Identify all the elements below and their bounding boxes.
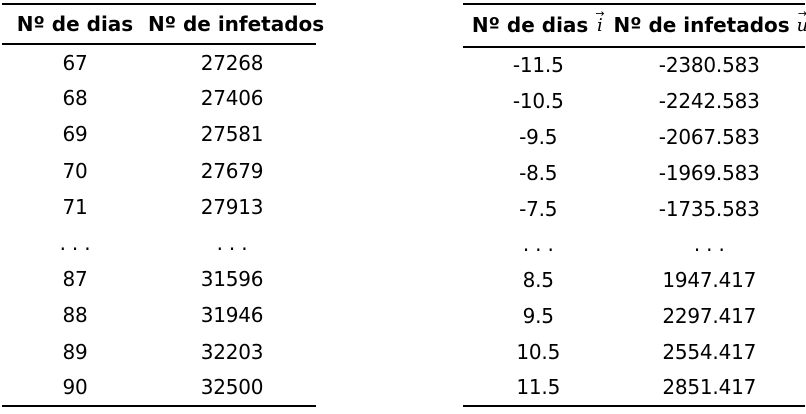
table-row: . . . . . . bbox=[2, 225, 316, 261]
table-cell: -11.5 bbox=[512, 53, 564, 78]
table-cell: 70 bbox=[62, 158, 88, 183]
table-row: -10.5 -2242.583 bbox=[463, 83, 805, 119]
table-cell: 27406 bbox=[200, 86, 264, 111]
table-cell: -1969.583 bbox=[658, 160, 760, 185]
table-cell: 31946 bbox=[200, 303, 264, 328]
table-row: . . . . . . bbox=[463, 226, 805, 262]
table-cell: 27581 bbox=[200, 122, 264, 147]
table-row: 89 32203 bbox=[2, 334, 316, 370]
table-cell: 87 bbox=[62, 267, 88, 292]
table-row: 9.5 2297.417 bbox=[463, 298, 805, 334]
table-cell: 71 bbox=[62, 194, 88, 219]
table-row: 68 27406 bbox=[2, 80, 316, 116]
table-cell: -2067.583 bbox=[658, 124, 760, 149]
table-row: 90 32500 bbox=[2, 370, 316, 406]
column-header-label: Nº de dias bbox=[471, 12, 589, 37]
table-cell: 88 bbox=[62, 303, 88, 328]
table-cell: 89 bbox=[62, 339, 88, 364]
table-row: 87 31596 bbox=[2, 261, 316, 297]
table-body: 67 27268 68 27406 69 27581 70 27679 71 27913 . . .… bbox=[2, 44, 316, 406]
column-header-infetados: Nº de infetados bbox=[148, 4, 324, 45]
table-row: -11.5 -2380.583 bbox=[463, 47, 805, 83]
vector-i-symbol: → i bbox=[595, 7, 605, 37]
column-header-dias-vector: Nº de dias → i bbox=[463, 4, 614, 48]
table-row: 8.5 1947.417 bbox=[463, 262, 805, 298]
vector-letter: u bbox=[797, 17, 806, 35]
table-cell: 2851.417 bbox=[662, 375, 757, 400]
table-cell: -2380.583 bbox=[658, 53, 760, 78]
vector-arrow-icon: → bbox=[595, 7, 605, 21]
table-cell: 27268 bbox=[200, 50, 264, 75]
table-cell: . . . bbox=[522, 232, 554, 257]
table-row: -8.5 -1969.583 bbox=[463, 155, 805, 191]
table-cell: 32500 bbox=[200, 375, 264, 400]
table-cell: 2554.417 bbox=[662, 340, 757, 365]
table-cell: 31596 bbox=[200, 267, 264, 292]
table-cell: 27913 bbox=[200, 194, 264, 219]
vector-u-symbol: →u bbox=[797, 7, 806, 35]
vector-arrow-icon: → bbox=[797, 7, 806, 21]
table-cell: 11.5 bbox=[516, 375, 561, 400]
table-cell: -7.5 bbox=[519, 196, 558, 221]
table-cell: 32203 bbox=[200, 339, 264, 364]
table-body: -11.5 -2380.583 -10.5 -2242.583 -9.5 -2067.58… bbox=[463, 47, 805, 406]
table-cell: . . . bbox=[59, 231, 91, 256]
table-row: -7.5 -1735.583 bbox=[463, 191, 805, 227]
table-cell: 68 bbox=[62, 86, 88, 111]
days-infected-table: Nº de dias Nº de infetados 67 27268 68 2740… bbox=[2, 3, 324, 407]
column-header-label: Nº de infetados bbox=[613, 12, 790, 37]
table-cell: . . . bbox=[693, 232, 725, 257]
header-row: Nº de dias Nº de infetados bbox=[2, 4, 324, 45]
table-cell: 69 bbox=[62, 122, 88, 147]
table-row: 88 31946 bbox=[2, 297, 316, 333]
vector-days-infected-table: Nº de dias→i Nº de infetados→u -11.5-238… bbox=[463, 3, 806, 407]
table-cell: -8.5 bbox=[519, 160, 558, 185]
table-cell: -9.5 bbox=[519, 124, 558, 149]
table-cell: 27679 bbox=[200, 158, 264, 183]
table-row: 10.5 2554.417 bbox=[463, 334, 805, 370]
table-cell: 2297.417 bbox=[662, 304, 757, 329]
table-cell: . . . bbox=[216, 231, 248, 256]
column-header-infetados-vector: Nº de infetados →u bbox=[613, 4, 806, 48]
table-row: 67 27268 bbox=[2, 44, 316, 80]
table-cell: 10.5 bbox=[516, 340, 561, 365]
table-cell: 67 bbox=[62, 50, 88, 75]
table-cell: 90 bbox=[62, 375, 88, 400]
vector-letter: i bbox=[597, 15, 603, 37]
table-cell: -10.5 bbox=[512, 88, 564, 113]
table-cell: 9.5 bbox=[522, 304, 554, 329]
table-row: -9.5 -2067.583 bbox=[463, 119, 805, 155]
table-cell: 8.5 bbox=[522, 268, 554, 293]
table-cell: 1947.417 bbox=[662, 268, 757, 293]
table-row: 69 27581 bbox=[2, 116, 316, 152]
header-row: Nº de dias→i Nº de infetados→u bbox=[463, 4, 806, 48]
table-row: 11.5 2851.417 bbox=[463, 370, 805, 406]
table-cell: -2242.583 bbox=[658, 88, 760, 113]
column-header-dias: Nº de dias bbox=[2, 4, 148, 45]
table-row: 71 27913 bbox=[2, 189, 316, 225]
table-row: 70 27679 bbox=[2, 153, 316, 189]
table-cell: -1735.583 bbox=[658, 196, 760, 221]
